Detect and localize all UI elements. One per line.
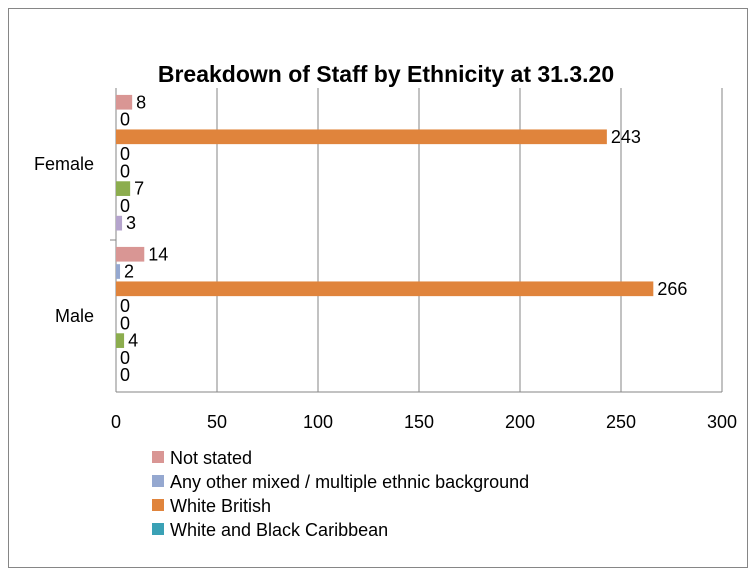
bar-male-series-6 — [116, 333, 125, 348]
x-tick-label-0: 0 — [111, 412, 121, 432]
bar-female-series-6 — [116, 181, 131, 196]
legend-swatch-3 — [152, 499, 164, 511]
data-label-male-series-5: 0 — [120, 313, 130, 333]
legend-entry-1: Not stated — [170, 448, 252, 468]
x-tick-label-250: 250 — [606, 412, 636, 432]
x-tick-label-300: 300 — [707, 412, 737, 432]
x-tick-labels: 0 50 100 150 200 250 300 — [111, 412, 737, 432]
bar-female-series-1 — [116, 94, 133, 110]
data-label-female-series-4: 0 — [120, 144, 130, 164]
data-label-female-series-1: 8 — [136, 92, 146, 112]
data-label-male-series-6: 4 — [128, 331, 138, 351]
bar-male-series-2 — [116, 264, 121, 279]
data-label-male-series-1: 14 — [148, 244, 168, 264]
bar-female-series-8 — [116, 215, 123, 231]
x-tick-label-100: 100 — [303, 412, 333, 432]
legend-swatch-4 — [152, 523, 164, 535]
legend-swatch-2 — [152, 475, 164, 487]
data-label-male-series-7: 0 — [120, 348, 130, 368]
bars — [116, 94, 654, 348]
legend-entry-3: White British — [170, 496, 271, 516]
x-tick-label-50: 50 — [207, 412, 227, 432]
legend-swatch-1 — [152, 451, 164, 463]
category-label-female: Female — [34, 154, 94, 174]
category-label-male: Male — [55, 306, 94, 326]
x-tick-label-200: 200 — [505, 412, 535, 432]
data-label-male-series-8: 0 — [120, 365, 130, 385]
bar-female-series-3 — [116, 129, 607, 145]
chart-svg: Breakdown of Staff by Ethnicity at 31.3.… — [34, 61, 737, 540]
bar-male-series-3 — [116, 281, 654, 297]
data-label-female-series-8: 3 — [126, 213, 136, 233]
category-labels: Male Female — [34, 154, 94, 326]
data-label-female-series-7: 0 — [120, 196, 130, 216]
x-tick-label-150: 150 — [404, 412, 434, 432]
data-label-male-series-4: 0 — [120, 296, 130, 316]
legend-entry-4: White and Black Caribbean — [170, 520, 388, 540]
data-label-female-series-3: 243 — [611, 127, 641, 147]
chart-title: Breakdown of Staff by Ethnicity at 31.3.… — [158, 61, 614, 87]
data-label-female-series-5: 0 — [120, 161, 130, 181]
data-label-male-series-2: 2 — [124, 262, 134, 282]
legend: Not stated Any other mixed / multiple eth… — [152, 448, 529, 540]
bar-male-series-1 — [116, 246, 145, 262]
legend-entry-2: Any other mixed / multiple ethnic backgr… — [170, 472, 529, 492]
data-label-female-series-6: 7 — [134, 179, 144, 199]
data-label-female-series-2: 0 — [120, 110, 130, 130]
data-label-male-series-3: 266 — [657, 279, 687, 299]
